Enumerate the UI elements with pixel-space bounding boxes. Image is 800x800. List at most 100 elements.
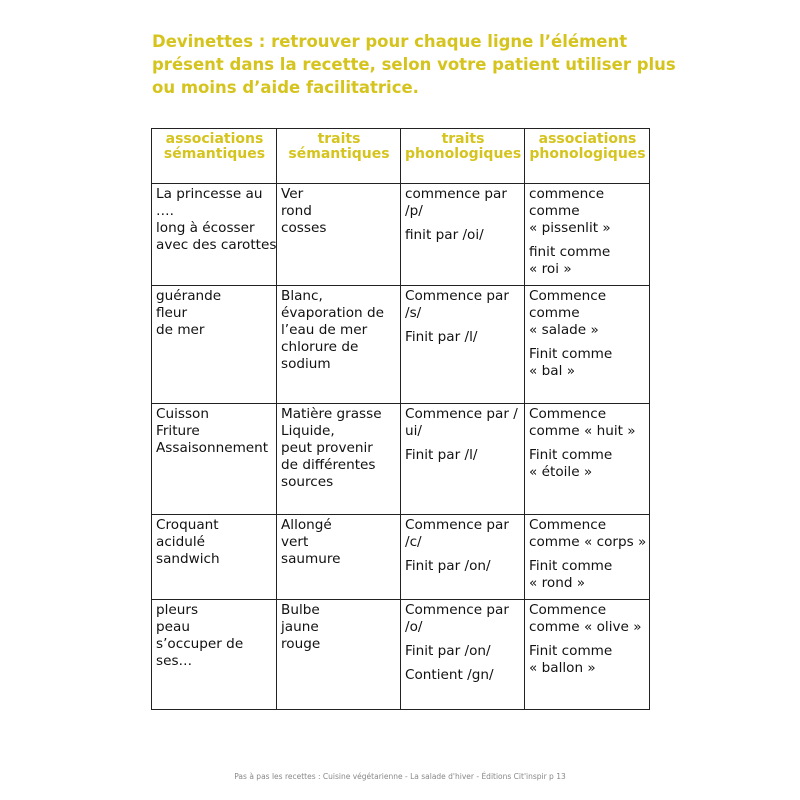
riddle-table: associations sémantiques traits sémantiques…: [151, 128, 650, 710]
cell-paragraph: Cuisson Friture Assaisonnement: [156, 406, 273, 457]
header-line: associations: [538, 131, 637, 147]
header-line: phonologiques: [529, 145, 646, 162]
table-row: Cuisson Friture Assaisonnement Matière gras…: [151, 403, 650, 515]
cell-line: long à écosser: [156, 220, 255, 236]
table-cell: guérande fleur de mer: [151, 285, 277, 404]
cell-line: Allongé: [281, 517, 332, 533]
cell-paragraph: pleurs peau s’occuper de ses…: [156, 602, 273, 670]
cell-paragraph: finit comme « roi »: [529, 244, 646, 278]
cell-paragraph: Commence par/c/: [405, 517, 521, 551]
cell-paragraph: Finit par /on/: [405, 558, 521, 575]
cell-line: Finit comme: [529, 447, 613, 463]
cell-line: Finit comme: [529, 558, 613, 574]
cell-line: finit par /oi/: [405, 227, 484, 243]
cell-paragraph: Finit comme « ballon »: [529, 643, 646, 677]
cell-line: Blanc,: [281, 288, 323, 304]
column-header: associations sémantiques: [151, 128, 277, 184]
table-row: Croquant acidulé sandwich Allongé vert saumur…: [151, 514, 650, 600]
cell-line: guérande: [156, 288, 222, 304]
cell-line: commence: [529, 186, 605, 202]
cell-line: Finit par /l/: [405, 447, 478, 463]
cell-line: ….: [156, 203, 174, 219]
cell-line: Commence: [529, 602, 607, 618]
cell-line: /p/: [405, 203, 423, 219]
cell-line: comme « olive »: [529, 619, 642, 635]
table-cell: commence par/p/finit par /oi/: [400, 183, 525, 286]
cell-line: Finit par /l/: [405, 329, 478, 345]
cell-line: Commence par /: [405, 406, 518, 422]
cell-line: Croquant: [156, 517, 219, 533]
cell-line: « ballon »: [529, 660, 596, 676]
cell-paragraph: Commence comme « huit »: [529, 406, 646, 440]
cell-paragraph: Matière grasse Liquide, peut provenir de di…: [281, 406, 397, 491]
cell-line: Ver: [281, 186, 304, 202]
cell-line: pleurs: [156, 602, 199, 618]
cell-line: de différentes: [281, 457, 376, 473]
cell-line: l’eau de mer: [281, 322, 368, 338]
cell-line: fleur: [156, 305, 188, 321]
cell-paragraph: Commence par / ui/: [405, 406, 521, 440]
title-line: présent dans la recette, selon votre pat…: [152, 55, 676, 74]
cell-line: « salade »: [529, 322, 599, 338]
cell-line: Commence: [529, 288, 607, 304]
cell-paragraph: Bulbe jaune rouge: [281, 602, 397, 653]
table-cell: Commence comme « salade » Finit comme « bal …: [524, 285, 650, 404]
cell-paragraph: Commence comme « corps »: [529, 517, 646, 551]
cell-paragraph: Blanc, évaporation de l’eau de mer chlorure…: [281, 288, 397, 373]
cell-line: sources: [281, 474, 334, 490]
cell-line: Commence: [529, 406, 607, 422]
page-footer: Pas à pas les recettes : Cuisine végétar…: [234, 772, 566, 781]
cell-line: Finit comme: [529, 643, 613, 659]
table-row: La princesse au…. long à écosser avec des …: [151, 183, 650, 286]
cell-line: « bal »: [529, 363, 576, 379]
cell-paragraph: Finit comme « étoile »: [529, 447, 646, 481]
table-row: pleurs peau s’occuper de ses… Bulbe jaune roug…: [151, 599, 650, 710]
cell-line: cosses: [281, 220, 327, 236]
header-line: sémantiques: [163, 145, 266, 162]
table-cell: Ver rond cosses: [276, 183, 401, 286]
header-line: traits: [317, 131, 361, 147]
column-header: associations phonologiques: [524, 128, 650, 184]
page-title: Devinettes : retrouver pour chaque ligne…: [152, 30, 676, 99]
cell-line: ui/: [405, 423, 422, 439]
cell-line: Bulbe: [281, 602, 320, 618]
cell-line: comme « corps »: [529, 534, 647, 550]
cell-line: sodium: [281, 356, 331, 372]
title-line: ou moins d’aide facilitatrice.: [152, 78, 419, 97]
cell-paragraph: Ver rond cosses: [281, 186, 397, 237]
cell-line: Contient /gn/: [405, 667, 494, 683]
table-cell: commence comme « pissenlit » finit comme « r…: [524, 183, 650, 286]
cell-line: Finit par /on/: [405, 558, 491, 574]
cell-line: avec des carottes: [156, 237, 277, 253]
cell-line: Friture: [156, 423, 200, 439]
cell-line: « étoile »: [529, 464, 593, 480]
cell-line: /s/: [405, 305, 422, 321]
cell-paragraph: finit par /oi/: [405, 227, 521, 244]
cell-paragraph: commence par/p/: [405, 186, 521, 220]
cell-paragraph: Contient /gn/: [405, 667, 521, 684]
cell-line: peut provenir: [281, 440, 373, 456]
cell-line: saumure: [281, 551, 341, 567]
cell-line: de mer: [156, 322, 205, 338]
cell-line: comme: [529, 203, 580, 219]
cell-paragraph: Commence comme « salade »: [529, 288, 646, 339]
table-cell: Blanc, évaporation de l’eau de mer chlorure…: [276, 285, 401, 404]
cell-line: Cuisson: [156, 406, 209, 422]
table-cell: Bulbe jaune rouge: [276, 599, 401, 710]
cell-line: Finit comme: [529, 346, 613, 362]
cell-paragraph: Commence comme « olive »: [529, 602, 646, 636]
table-cell: Commence comme « huit » Finit comme « étoil…: [524, 403, 650, 515]
cell-line: Commence par: [405, 288, 509, 304]
cell-paragraph: Finit par /on/: [405, 643, 521, 660]
cell-paragraph: Croquant acidulé sandwich: [156, 517, 273, 568]
cell-paragraph: commence comme « pissenlit »: [529, 186, 646, 237]
cell-line: Commence par: [405, 602, 509, 618]
table-cell: Commence comme « olive » Finit comme « ball…: [524, 599, 650, 710]
table-cell: Allongé vert saumure: [276, 514, 401, 600]
cell-line: Liquide,: [281, 423, 335, 439]
cell-line: « pissenlit »: [529, 220, 611, 236]
cell-paragraph: Commence par/o/: [405, 602, 521, 636]
table-cell: La princesse au…. long à écosser avec des …: [151, 183, 277, 286]
table-cell: Croquant acidulé sandwich: [151, 514, 277, 600]
table-cell: Commence par/o/Finit par /on/Contient /g…: [400, 599, 525, 710]
